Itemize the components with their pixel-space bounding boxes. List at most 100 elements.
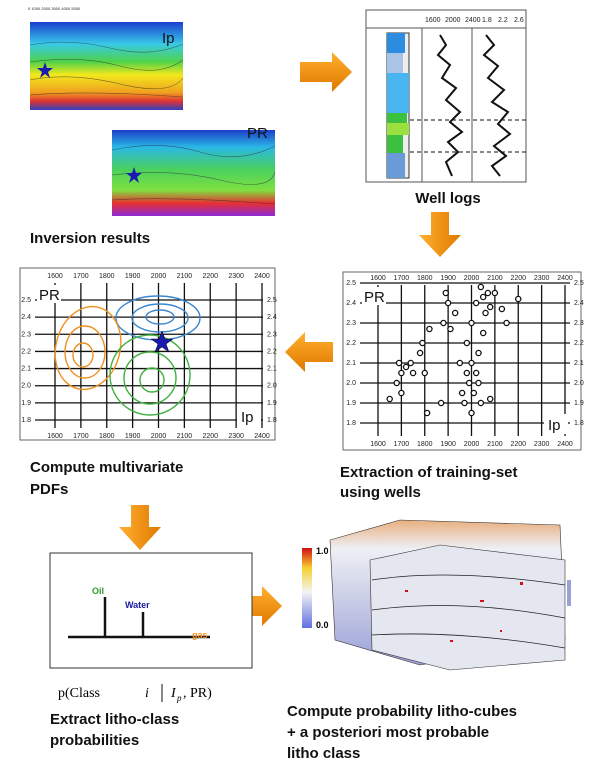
training-point [420,340,425,345]
x-tick-label: 2300 [534,275,550,282]
training-point [469,360,474,365]
x-tick-label: 2400 [557,441,573,448]
training-point [464,340,469,345]
x-tick-label: 1800 [99,273,115,280]
y-tick-label: 1.9 [267,400,277,407]
pr-tick-label: 2.6 [514,17,524,24]
arrow-left [285,332,333,372]
formula: p(Class i I p , PR) [58,684,212,703]
formula-part: p(Class [58,686,100,701]
x-tick-label: 2400 [254,433,270,440]
training-point [516,296,521,301]
x-tick-label: 2000 [464,275,480,282]
y-tick-label: 2.4 [21,314,31,321]
x-tick-label: 1900 [125,433,141,440]
formula-part: , PR) [183,686,212,701]
ip-tick-label: 1600 [425,17,441,24]
x-tick-label: 2200 [202,433,218,440]
training-point [464,370,469,375]
oil-label: Oil [92,586,104,596]
y-tick-label: 2.2 [346,340,356,347]
y-tick-label: 2.3 [267,331,277,338]
training-point [499,306,504,311]
well-logs-caption: Well logs [415,190,481,207]
training-point [394,380,399,385]
x-tick-label: 1700 [394,441,410,448]
training-point [410,370,415,375]
y-tick-label: 2.3 [574,320,584,327]
ip-tick-label: 2400 [465,17,481,24]
x-tick-label: 1800 [99,433,115,440]
training-point [403,364,408,369]
pr-tick-label: 2.2 [498,17,508,24]
y-tick-label: 2.0 [574,380,584,387]
x-tick-label: 2100 [487,275,503,282]
x-tick-label: 2000 [151,433,167,440]
training-point [474,370,479,375]
training-point [471,390,476,395]
y-tick-label: 1.9 [346,400,356,407]
formula-part: i [145,686,149,701]
svg-text:0 1000 2000 3000 4000 5000: 0 1000 2000 3000 4000 5000 [28,6,81,11]
y-tick-label: 2.1 [574,360,584,367]
y-tick-label: 2.3 [346,320,356,327]
x-tick-label: 1800 [417,441,433,448]
ip-tick-label: 2000 [445,17,461,24]
x-tick-label: 2200 [510,441,526,448]
y-tick-label: 2.4 [346,300,356,307]
training-point [396,360,401,365]
y-tick-label: 2.1 [21,366,31,373]
x-axis-label: Ip [241,409,254,426]
pdf-panel: 1600160017001700180018001900190020002000… [20,268,277,440]
y-tick-label: 2.4 [267,314,277,321]
x-tick-label: 1700 [73,273,89,280]
x-tick-label: 1600 [47,273,63,280]
training-point [469,320,474,325]
y-tick-label: 1.8 [21,417,31,424]
training-point [481,330,486,335]
training-point [417,350,422,355]
x-tick-label: 1700 [394,275,410,282]
class-probability-box [50,553,252,668]
x-tick-label: 2300 [228,433,244,440]
training-point [460,390,465,395]
y-tick-label: 2.1 [346,360,356,367]
training-point [488,304,493,309]
y-tick-label: 2.5 [267,297,277,304]
colorbar-min: 0.0 [316,620,329,630]
training-point [443,290,448,295]
training-point [476,380,481,385]
training-point [408,360,413,365]
x-tick-label: 1800 [417,275,433,282]
training-point [469,410,474,415]
training-point [424,410,429,415]
x-tick-label: 2400 [254,273,270,280]
pr-tick-label: 1.8 [482,17,492,24]
caption-line: Compute multivariate [30,459,183,476]
x-tick-label: 2300 [228,273,244,280]
x-tick-label: 1900 [440,275,456,282]
y-tick-label: 2.0 [267,383,277,390]
y-tick-label: 2.5 [346,280,356,287]
training-point [457,360,462,365]
training-point [439,400,444,405]
arrow-down [119,505,161,550]
training-point [399,370,404,375]
colorbar-max: 1.0 [316,546,329,556]
x-tick-label: 1700 [73,433,89,440]
x-axis-label: Ip [548,417,561,434]
inversion-pr-image [112,130,275,216]
y-tick-label: 2.3 [21,331,31,338]
ip-label: Ip [162,30,175,47]
y-tick-label: 2.5 [574,280,584,287]
y-tick-label: 1.8 [574,420,584,427]
y-tick-label: 2.0 [21,383,31,390]
y-tick-label: 1.9 [21,400,31,407]
training-point [483,310,488,315]
caption-line: + a posteriori most probable [287,724,489,741]
x-tick-label: 1600 [47,433,63,440]
x-tick-label: 2000 [464,441,480,448]
caption-line: probabilities [50,732,139,749]
y-axis-label: PR [39,287,60,304]
probability-cubes [302,520,571,670]
